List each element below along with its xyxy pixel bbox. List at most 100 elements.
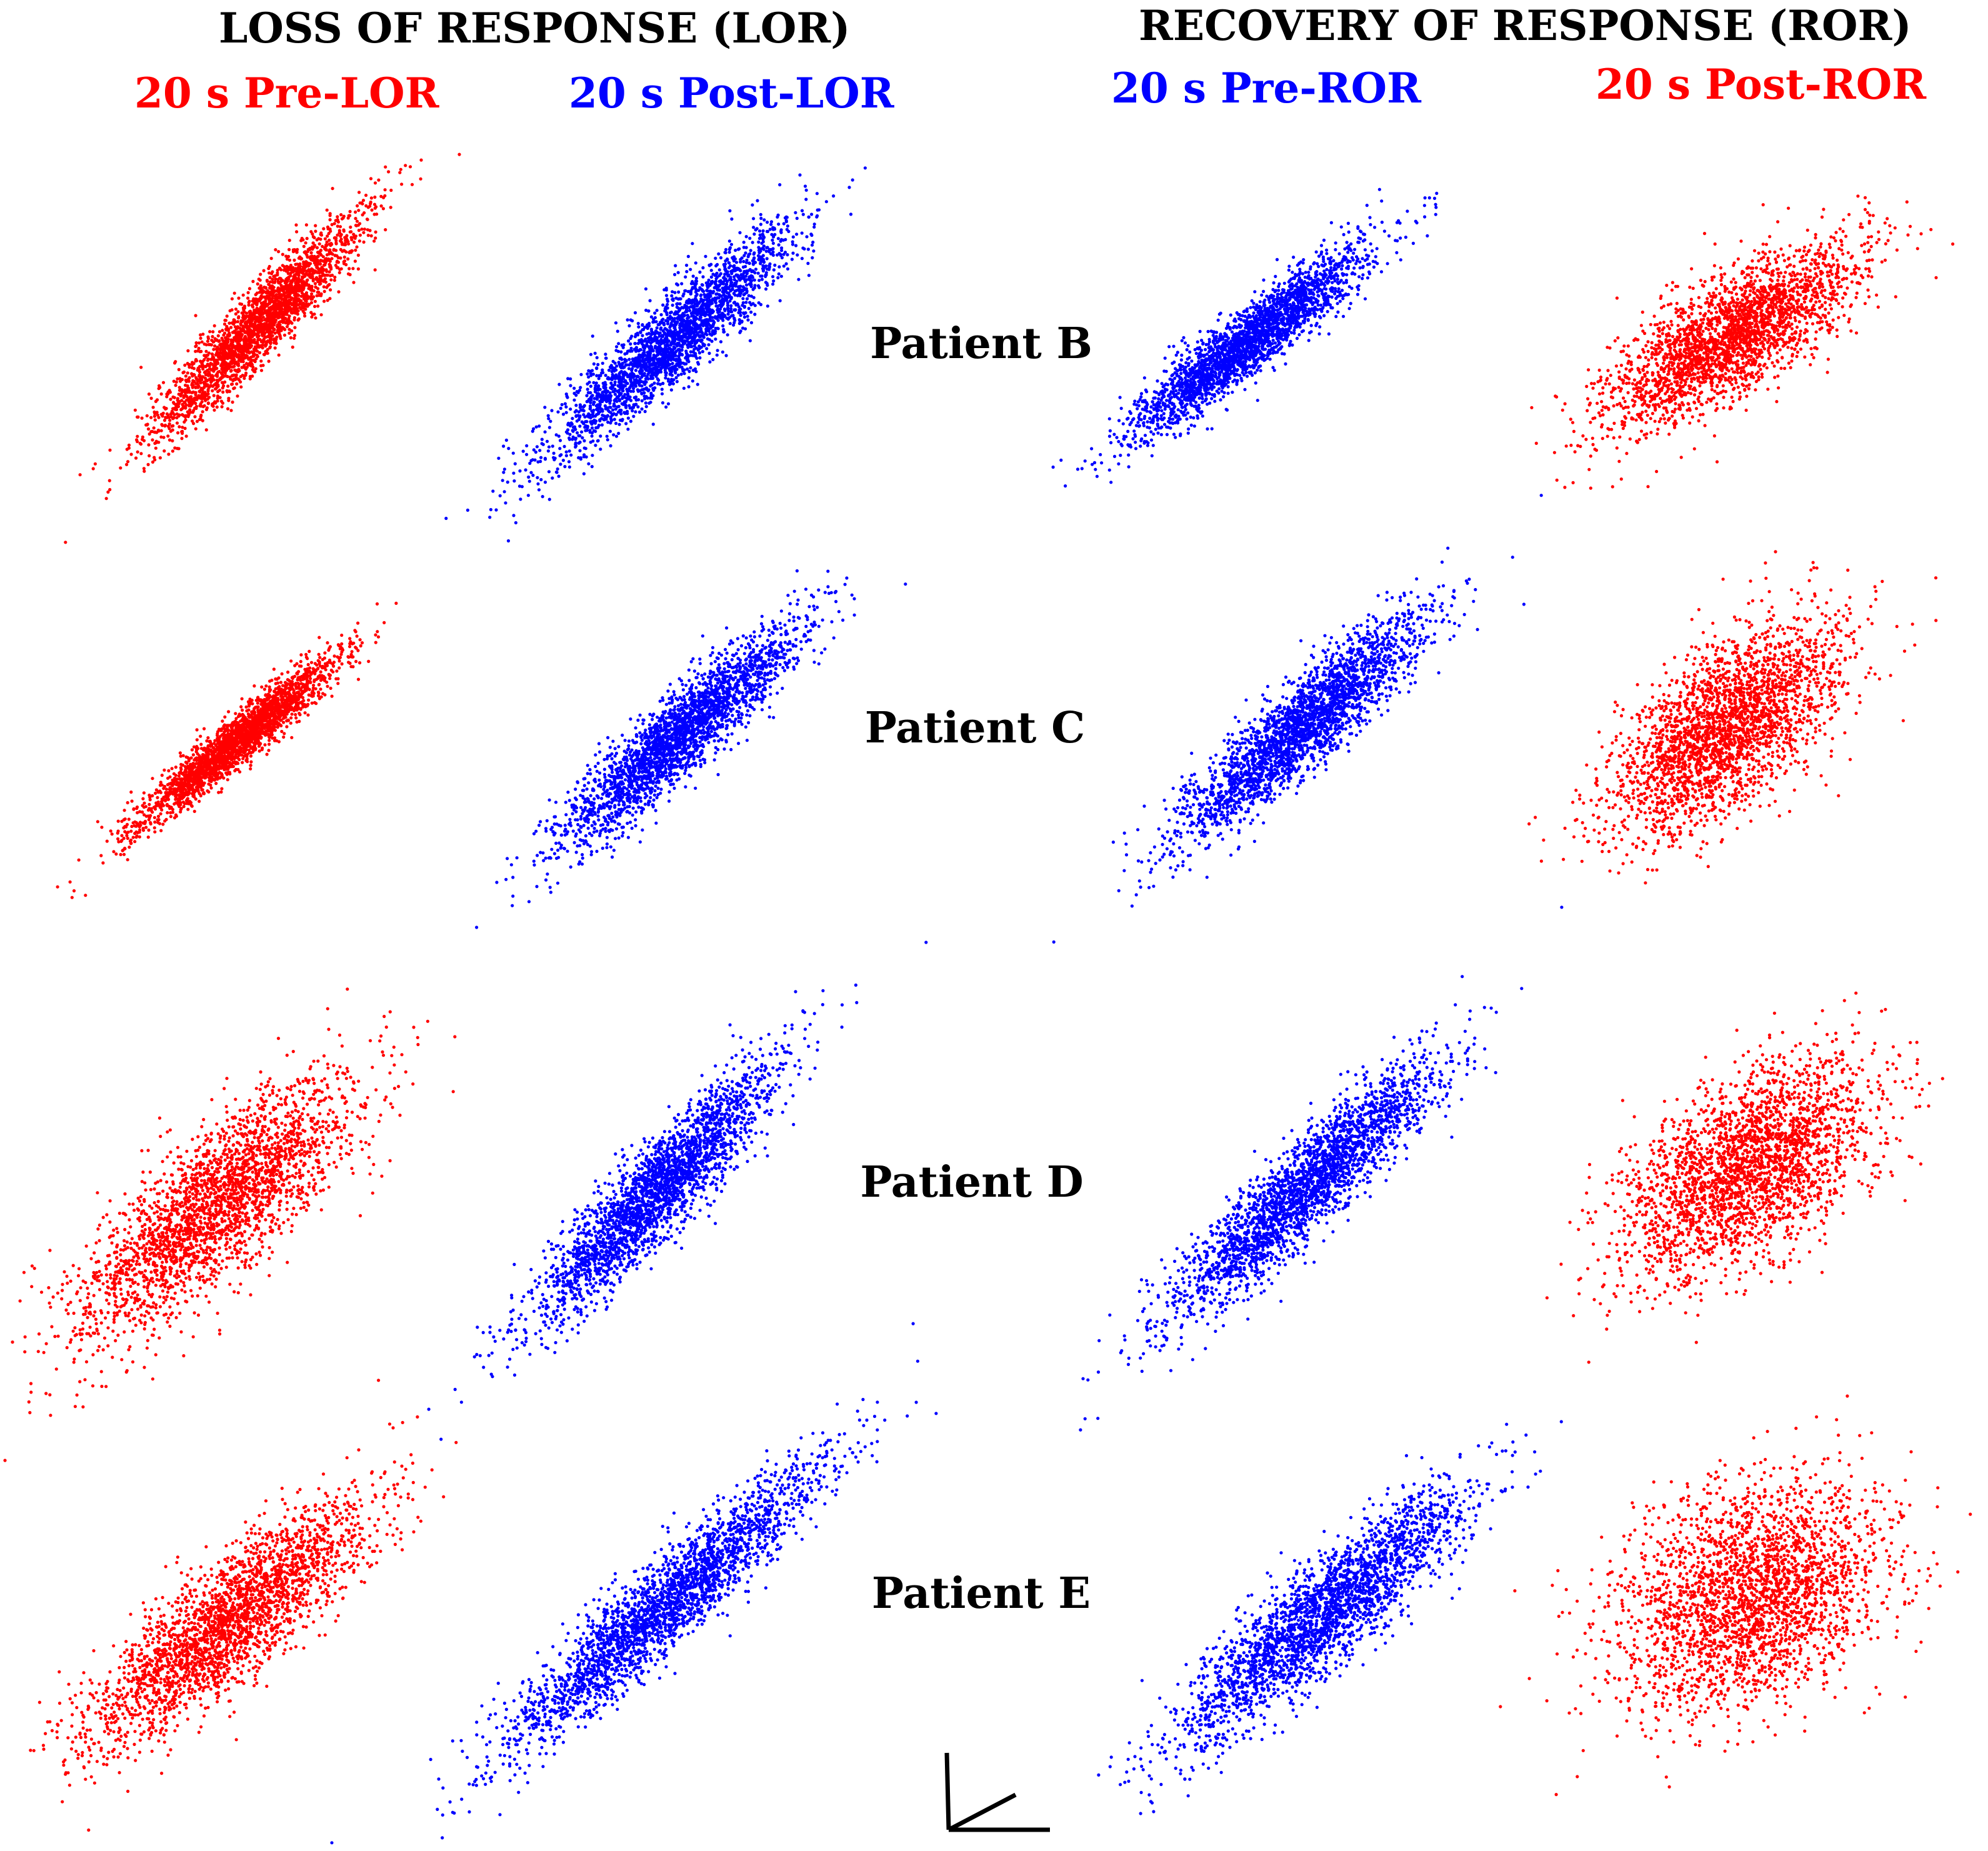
scatter-point [758,229,761,232]
scatter-point [314,286,317,289]
scatter-point [564,406,567,409]
scatter-point [704,255,707,258]
scatter-point [354,211,357,214]
scatter-point [192,391,195,394]
scatter-point [163,419,166,422]
scatter-point [314,230,317,233]
scatter-point [357,229,361,232]
scatter-point [575,409,578,412]
scatter-point [702,344,706,347]
scatter-point [177,414,181,417]
scatter-point [316,246,319,249]
scatter-point [577,418,581,421]
scatter-point [562,412,565,416]
scatter-point [267,329,270,332]
scatter-point [771,275,774,278]
scatter-point [719,307,722,311]
scatter-point [374,268,377,271]
scatter-point [682,336,686,339]
scatter-point [651,383,654,386]
scatter-point [218,377,221,381]
scatter-point [627,397,631,401]
scatter-point [259,296,262,299]
scatter-point [322,279,326,282]
scatter-point [296,293,299,296]
scatter-point [765,250,768,253]
scatter-point [768,262,771,266]
scatter-point [258,351,261,354]
scatter-point [236,310,239,313]
scatter-point [641,328,644,331]
scatter-point [242,366,246,369]
scatter-point [604,417,607,421]
scatter-point [166,412,169,416]
scatter-point [153,431,156,434]
scatter-point [254,318,257,321]
scatter-point [307,296,311,299]
scatter-point [604,386,607,389]
scatter-point [699,323,702,326]
scatter-point [626,375,629,378]
scatter-point [336,215,339,218]
scatter-point [777,243,781,246]
scatter-point [153,412,156,415]
scatter-point [702,336,706,339]
scatter-point [254,333,257,336]
scatter-point [806,262,809,265]
scatter-point [185,434,188,437]
scatter-point [357,254,360,257]
scatter-point [211,389,214,392]
scatter-point [242,294,245,297]
scatter-point [627,367,631,370]
scatter-point [202,354,206,357]
scatter-point [501,479,504,482]
scatter-point [574,446,577,449]
scatter-point [201,392,204,395]
scatter-point [208,330,211,333]
scatter-point [260,369,263,372]
scatter-point [744,301,747,304]
scatter-point [347,251,351,254]
scatter-point [561,403,564,406]
scatter-point [751,203,754,206]
scatter-point [724,248,727,251]
scatter-point [503,467,506,471]
scatter-point [617,361,621,364]
scatter-point [769,223,772,226]
scatter-point [646,325,649,328]
scatter-point [212,340,215,343]
scatter-point [347,216,350,219]
scatter-point [231,297,234,301]
scatter-point [617,342,620,345]
scatter-point [276,311,279,314]
scatter-point [212,394,216,397]
scatter-point [680,372,683,376]
scatter-point [329,212,332,215]
scatter-point [295,230,298,233]
scatter-point [629,349,632,352]
scatter-point [292,318,296,321]
scatter-point [728,251,731,254]
scatter-point [682,387,686,390]
scatter-point [294,306,297,309]
scatter-point [316,294,319,297]
scatter-point [193,407,196,410]
scatter-point [764,287,767,291]
scatter-point [569,384,572,387]
scatter-point [525,453,528,456]
scatter-point [239,328,242,331]
scatter-point [652,363,655,366]
scatter-point [642,391,646,394]
scatter-point [641,407,644,411]
scatter-point [796,253,799,256]
scatter-point [166,391,169,394]
scatter-point [507,447,510,450]
scatter-point [344,241,347,244]
scatter-point [740,273,743,276]
scatter-point [264,299,267,302]
scatter-point [184,394,187,397]
scatter-point [610,419,613,422]
scatter-point [333,222,336,225]
scatter-point [231,360,234,363]
scatter-point [599,447,602,451]
